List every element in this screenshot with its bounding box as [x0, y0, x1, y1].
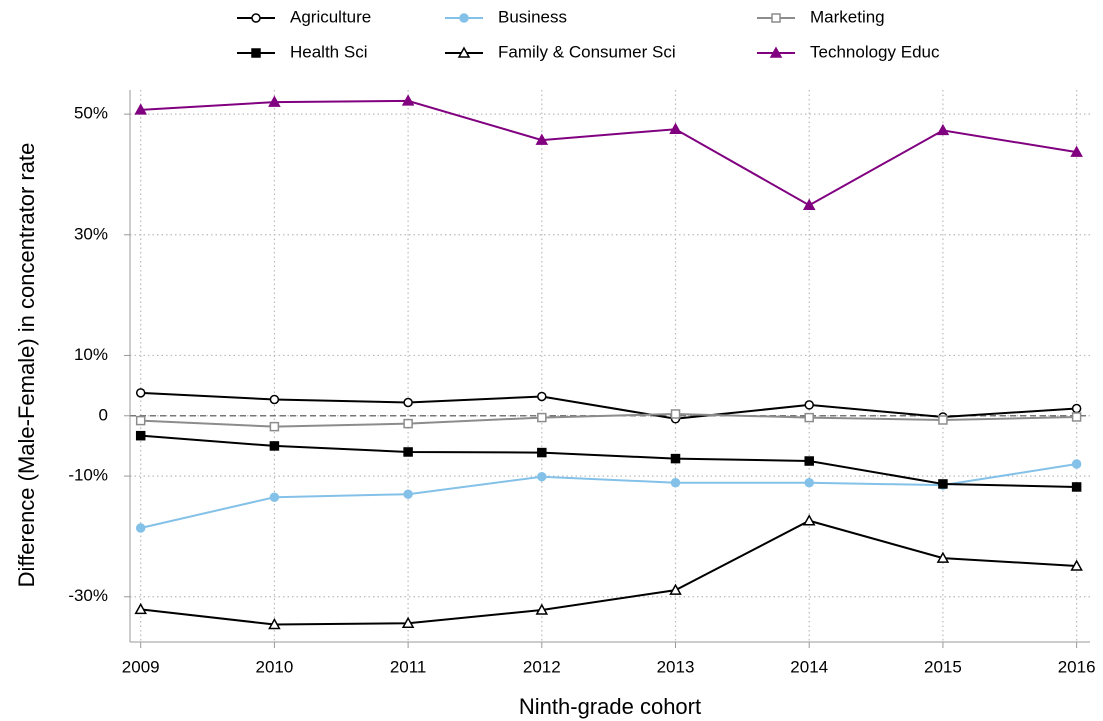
y-tick-label: 30% — [74, 224, 108, 243]
point — [804, 412, 814, 423]
point — [134, 103, 147, 115]
x-tick-label: 2010 — [255, 657, 293, 676]
point — [403, 397, 413, 408]
legend-label: Family & Consumer Sci — [498, 42, 676, 61]
point — [802, 198, 816, 210]
point — [938, 479, 948, 489]
legend-label: Health Sci — [290, 42, 367, 61]
point — [670, 453, 681, 464]
x-axis-label: Ninth-grade cohort — [519, 694, 701, 719]
point — [1070, 559, 1083, 571]
point — [537, 391, 547, 402]
point — [401, 94, 415, 106]
point — [535, 603, 549, 615]
point — [268, 617, 281, 630]
point — [134, 602, 147, 615]
point — [269, 492, 280, 502]
y-tick-label: -30% — [68, 586, 108, 605]
x-tick-label: 2011 — [390, 657, 427, 676]
point — [938, 415, 948, 425]
x-tick-label: 2016 — [1058, 657, 1096, 676]
legend-marker — [771, 13, 781, 23]
x-tick-label: 2013 — [657, 657, 695, 676]
series-line — [140, 99, 1077, 207]
point — [670, 477, 681, 488]
series-line — [140, 519, 1077, 626]
legend-label: Business — [498, 7, 567, 26]
series-line — [140, 391, 1077, 420]
point — [936, 551, 950, 563]
x-tick-label: 2014 — [790, 657, 828, 676]
legend-marker — [457, 46, 471, 58]
x-tick-label: 2009 — [122, 657, 160, 676]
point — [135, 430, 146, 441]
point — [1071, 412, 1082, 422]
point — [135, 388, 146, 398]
point — [135, 523, 146, 533]
point — [269, 421, 280, 432]
point — [1071, 482, 1082, 492]
legend-marker — [251, 48, 261, 58]
point — [936, 123, 950, 136]
point — [802, 514, 816, 526]
point — [401, 616, 415, 629]
point — [537, 471, 547, 482]
y-axis-label: Difference (Male-Female) in concentrator… — [14, 143, 39, 588]
point — [669, 583, 682, 595]
point — [804, 400, 814, 410]
point — [1071, 459, 1082, 469]
series-line — [140, 412, 1077, 428]
legend-marker — [459, 13, 469, 23]
x-tick-label: 2012 — [523, 657, 561, 676]
legend-marker — [251, 13, 261, 23]
point — [269, 441, 280, 451]
y-tick-label: 0 — [99, 405, 108, 424]
point — [537, 447, 547, 458]
point — [670, 409, 681, 419]
point — [268, 95, 281, 107]
point — [135, 415, 146, 426]
point — [804, 477, 814, 488]
y-tick-label: 50% — [74, 104, 108, 123]
point — [535, 133, 549, 145]
legend-label: Marketing — [810, 7, 885, 26]
legend-label: Agriculture — [290, 7, 371, 26]
series-line — [140, 463, 1077, 529]
point — [669, 122, 682, 134]
point — [403, 489, 413, 499]
legend-label: Technology Educ — [810, 42, 940, 61]
series-line — [140, 434, 1077, 488]
point — [403, 447, 413, 457]
point — [269, 394, 280, 405]
legend-marker — [769, 46, 783, 58]
point — [1071, 403, 1082, 414]
point — [804, 456, 814, 466]
x-tick-label: 2015 — [924, 657, 962, 676]
y-tick-label: 10% — [74, 345, 108, 364]
point — [403, 418, 413, 429]
point — [1070, 145, 1083, 157]
point — [537, 412, 547, 423]
y-tick-label: -10% — [68, 466, 108, 485]
